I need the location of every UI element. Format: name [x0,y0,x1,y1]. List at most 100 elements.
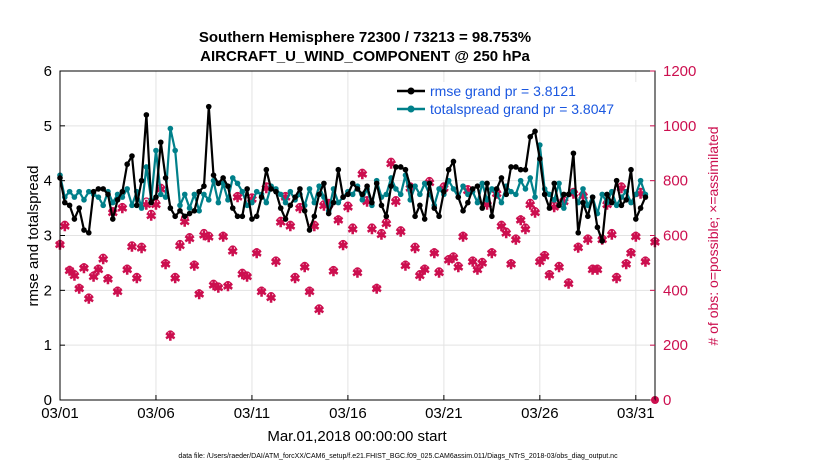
legend-box [393,82,653,120]
obs-assimilated-point: ✱ [563,276,574,291]
obs-assimilated-point: ✱ [141,197,152,212]
obs-assimilated-point: ✱ [390,195,401,210]
obs-assimilated-point: ✱ [79,261,90,276]
obs-possible-point [89,271,98,280]
obs-assimilated-point: ✱ [506,257,517,272]
x-axis: 03/01 03/06 03/11 03/16 03/21 03/26 03/31 [41,395,655,422]
totalspread-point [532,194,538,200]
rmse-point [522,166,529,173]
rmse-point [575,229,582,236]
obs-possible-point [185,233,194,241]
obs-assimilated-point: ✱ [261,181,272,196]
rmse-point [301,208,308,214]
obs-possible-point [454,261,463,270]
obs-possible-point [137,242,146,251]
rmse-point [479,205,486,211]
rmse-point [95,186,102,192]
y-tick-label: 6 [44,63,52,80]
obs-assimilated-point: ✱ [266,291,277,306]
obs-assimilated-point: ✱ [357,167,368,182]
obs-assimilated-point: ✱ [98,252,109,267]
rmse-point [258,194,265,200]
obs-assimilated-point: ✱ [318,198,329,213]
obs-possible-point [65,265,74,274]
rmse-point [253,213,260,220]
totalspread-point [124,186,130,192]
obs-possible-point [99,253,108,262]
obs-possible-point [607,228,616,237]
obs-possible-point [540,250,549,259]
obs-assimilated-point: ✱ [304,284,315,299]
obs-possible-point [396,226,405,234]
rmse-point [493,186,500,192]
totalspread-point [460,183,466,189]
obs-possible-point [488,248,496,256]
obs-assimilated-point: ✱ [251,246,262,261]
rmse-point [196,188,202,195]
obs-assimilated-point: ✱ [179,214,190,229]
rmse-point [609,199,615,206]
rmse-point [277,205,284,211]
obs-assimilated-point: ✱ [434,265,445,280]
y2-tick-label: 1000 [663,118,696,135]
totalspread-point [177,202,183,209]
rmse-point [306,227,313,233]
obs-assimilated-point: ✱ [462,184,473,199]
rmse-point [589,194,596,200]
rmse-point [580,199,586,206]
rmse-point [109,216,116,222]
rmse-point [618,202,625,209]
obs-assimilated-point: ✱ [88,270,99,285]
obs-assimilated-point: ✱ [213,281,224,296]
totalspread-point [436,186,442,192]
rmse-point [321,180,327,187]
x-tick-label: 03/21 [425,405,463,422]
totalspread-point [522,186,529,192]
totalspread-point [85,188,92,195]
totalspread-point [311,199,318,206]
totalspread-point [129,202,135,209]
obs-assimilated-point: ✱ [127,240,138,255]
rmse-point [527,134,534,140]
totalspread-point [479,180,486,187]
totalspread-point [201,191,207,198]
totalspread-point [76,188,82,195]
obs-assimilated-point: ✱ [280,190,291,205]
rmse-point [412,213,418,220]
obs-possible-point [516,215,525,223]
obs-assimilated-point: ✱ [170,271,181,286]
totalspread-point [277,191,284,198]
rmse-point [138,177,145,184]
obs-possible-point [219,231,227,240]
obs-assimilated-point: ✱ [486,246,497,261]
obs-assimilated-point: ✱ [371,282,382,297]
rmse-point [85,229,92,236]
totalspread-point [186,205,193,211]
totalspread-point [513,191,519,198]
rmse-point [177,208,183,214]
rmse-point [450,158,457,165]
rmse-point [61,199,68,206]
totalspread-point [167,125,174,132]
rmse-point [445,166,452,173]
obs-possible-point [190,260,199,269]
gridlines [60,71,655,400]
rmse-point [407,183,414,189]
obs-assimilated-point: ✱ [621,257,632,272]
obs-assimilated-point: ✱ [554,260,565,275]
obs-assimilated-point: ✱ [275,215,286,230]
obs-assimilated-point: ✱ [472,263,483,278]
legend-rmse-label: rmse grand pr = 3.8121 [430,83,576,99]
rmse-point [417,202,423,209]
rmse-point [268,186,274,192]
obs-possible-point [377,228,386,237]
obs-possible-point [204,231,213,240]
rmse-point [263,166,270,173]
rmse-point [455,194,462,200]
obs-possible-point [228,245,237,254]
rmse-point [191,208,198,214]
obs-possible-point [641,256,650,265]
y-axis-label: rmse and totalspread [25,166,42,307]
y2-tick-label: 600 [663,228,688,245]
rmse-point [503,191,510,198]
